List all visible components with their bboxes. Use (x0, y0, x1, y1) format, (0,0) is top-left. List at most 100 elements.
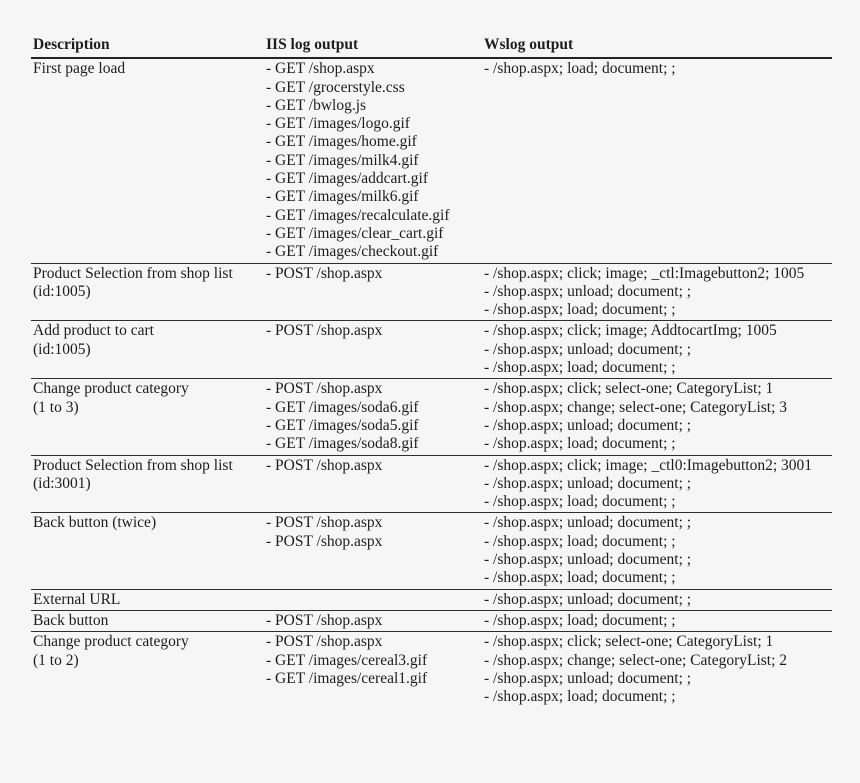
log-line: - GET /images/cereal3.gif (266, 651, 428, 669)
log-line: - /shop.aspx; click; image; _ctl:Imagebu… (484, 264, 805, 282)
column-header-description: Description (31, 36, 264, 60)
iis-log-cell: - POST /shop.aspx (264, 610, 482, 633)
log-line: Product Selection from shop list (33, 456, 233, 474)
log-line: (id:3001) (33, 474, 91, 492)
description-cell: Back button (31, 610, 264, 633)
log-line: - /shop.aspx; unload; document; ; (484, 590, 692, 608)
log-line: - /shop.aspx; load; document; ; (484, 611, 676, 629)
log-line: - /shop.aspx; unload; document; ; (484, 514, 692, 532)
log-line: - GET /images/clear_cart.gif (266, 224, 444, 242)
iis-log-cell: - POST /shop.aspx (264, 263, 482, 322)
log-line: - /shop.aspx; load; document; ; (484, 359, 676, 377)
description-cell: External URL (31, 589, 264, 611)
iis-log-cell: - POST /shop.aspx - GET /images/soda6.gif… (264, 378, 482, 456)
description-cell: Change product category (1 to 2) (31, 632, 264, 708)
log-line: - GET /images/recalculate.gif (266, 206, 450, 224)
log-line: - /shop.aspx; click; select-one; Categor… (484, 380, 774, 398)
wslog-cell: - /shop.aspx; unload; document; ; (482, 589, 832, 611)
log-line: - POST /shop.aspx (266, 456, 383, 474)
wslog-cell: - /shop.aspx; load; document; ; (482, 58, 832, 264)
table-row: Change product category (1 to 3) - POST /s… (31, 378, 832, 456)
iis-log-cell (264, 589, 482, 611)
log-line: - /shop.aspx; load; document; ; (484, 688, 676, 706)
log-line: (id:1005) (33, 282, 91, 300)
table-row: Change product category (1 to 2) - POST /s… (31, 632, 832, 708)
table-header: Description IIS log output Wslog output (31, 36, 832, 60)
log-line: First page load (33, 60, 126, 78)
log-line: Add product to cart (33, 322, 154, 340)
column-header-iis-log-output: IIS log output (264, 36, 482, 60)
log-line: - /shop.aspx; load; document; ; (484, 569, 676, 587)
iis-log-cell: - POST /shop.aspx (264, 455, 482, 514)
column-header-wslog-output: Wslog output (482, 36, 832, 60)
log-line: - /shop.aspx; load; document; ; (484, 60, 676, 78)
iis-log-cell: - GET /shop.aspx - GET /grocerstyle.css - … (264, 58, 482, 264)
log-line: - /shop.aspx; change; select-one; Catego… (484, 398, 788, 416)
log-line: - /shop.aspx; change; select-one; Catego… (484, 651, 788, 669)
log-line: - GET /bwlog.js (266, 96, 367, 114)
log-line: - GET /images/logo.gif (266, 115, 410, 133)
wslog-cell: - /shop.aspx; click; image; _ctl0:Imageb… (482, 455, 832, 514)
wslog-cell: - /shop.aspx; click; select-one; Categor… (482, 378, 832, 456)
wslog-cell: - /shop.aspx; click; select-one; Categor… (482, 632, 832, 708)
log-line: Product Selection from shop list (33, 264, 233, 282)
log-line: Change product category (33, 633, 189, 651)
log-line: - POST /shop.aspx (266, 532, 383, 550)
log-line: Back button (33, 611, 109, 629)
log-line: - GET /images/milk6.gif (266, 188, 419, 206)
log-line: - /shop.aspx; load; document; ; (484, 493, 676, 511)
log-line: - /shop.aspx; unload; document; ; (484, 551, 692, 569)
log-line: - GET /shop.aspx (266, 60, 375, 78)
description-cell: Change product category (1 to 3) (31, 378, 264, 456)
log-line: - /shop.aspx; unload; document; ; (484, 474, 692, 492)
log-line: - /shop.aspx; load; document; ; (484, 301, 676, 319)
log-line: External URL (33, 590, 121, 608)
log-line: - POST /shop.aspx (266, 264, 383, 282)
log-line: - GET /images/checkout.gif (266, 243, 439, 261)
log-line: - POST /shop.aspx (266, 633, 383, 651)
log-line: - POST /shop.aspx (266, 380, 383, 398)
log-line: - /shop.aspx; unload; document; ; (484, 669, 692, 687)
wslog-cell: - /shop.aspx; unload; document; ; - /shop… (482, 512, 832, 590)
table-row: Add product to cart (id:1005) - POST /shop… (31, 320, 832, 380)
log-line: Back button (twice) (33, 514, 157, 532)
wslog-cell: - /shop.aspx; click; image; AddtocartImg… (482, 320, 832, 380)
table-row: Product Selection from shop list (id:1005… (31, 263, 832, 322)
log-line: - /shop.aspx; unload; document; ; (484, 340, 692, 358)
log-line: (id:1005) (33, 340, 91, 358)
wslog-cell: - /shop.aspx; load; document; ; (482, 610, 832, 633)
table-row: First page load - GET /shop.aspx - GET /gr… (31, 58, 832, 264)
log-line: - POST /shop.aspx (266, 611, 383, 629)
description-cell: Add product to cart (id:1005) (31, 320, 264, 380)
log-comparison-table: Description IIS log output Wslog output … (31, 36, 832, 707)
log-line: - GET /images/addcart.gif (266, 170, 428, 188)
log-line: - /shop.aspx; click; select-one; Categor… (484, 633, 774, 651)
log-line: - /shop.aspx; load; document; ; (484, 435, 676, 453)
header-row: Description IIS log output Wslog output (31, 36, 832, 60)
table-body: First page load - GET /shop.aspx - GET /gr… (31, 58, 832, 707)
description-cell: Product Selection from shop list (id:3001… (31, 455, 264, 514)
description-cell: Back button (twice) (31, 512, 264, 590)
log-line: (1 to 2) (33, 651, 79, 669)
log-line: - /shop.aspx; unload; document; ; (484, 282, 692, 300)
log-comparison-table-container: Description IIS log output Wslog output … (31, 36, 832, 707)
iis-log-cell: - POST /shop.aspx (264, 320, 482, 380)
description-cell: First page load (31, 58, 264, 264)
log-line: - /shop.aspx; load; document; ; (484, 532, 676, 550)
log-line: (1 to 3) (33, 398, 79, 416)
table-row: Back button - POST /shop.aspx - /shop.aspx… (31, 610, 832, 633)
table-row: Back button (twice) - POST /shop.aspx - PO… (31, 512, 832, 590)
log-line: - GET /images/soda8.gif (266, 435, 419, 453)
log-line: - GET /images/milk4.gif (266, 151, 419, 169)
iis-log-cell: - POST /shop.aspx - POST /shop.aspx (264, 512, 482, 590)
iis-log-cell: - POST /shop.aspx - GET /images/cereal3.g… (264, 632, 482, 708)
log-line: - POST /shop.aspx (266, 322, 383, 340)
log-line: - GET /images/soda5.gif (266, 416, 419, 434)
log-line: Change product category (33, 380, 189, 398)
log-line: - GET /images/soda6.gif (266, 398, 419, 416)
log-line: - /shop.aspx; click; image; AddtocartImg… (484, 322, 777, 340)
description-cell: Product Selection from shop list (id:1005… (31, 263, 264, 322)
log-line: - POST /shop.aspx (266, 514, 383, 532)
table-row: External URL - /shop.aspx; unload; docume… (31, 589, 832, 611)
log-line: - GET /grocerstyle.css (266, 78, 405, 96)
